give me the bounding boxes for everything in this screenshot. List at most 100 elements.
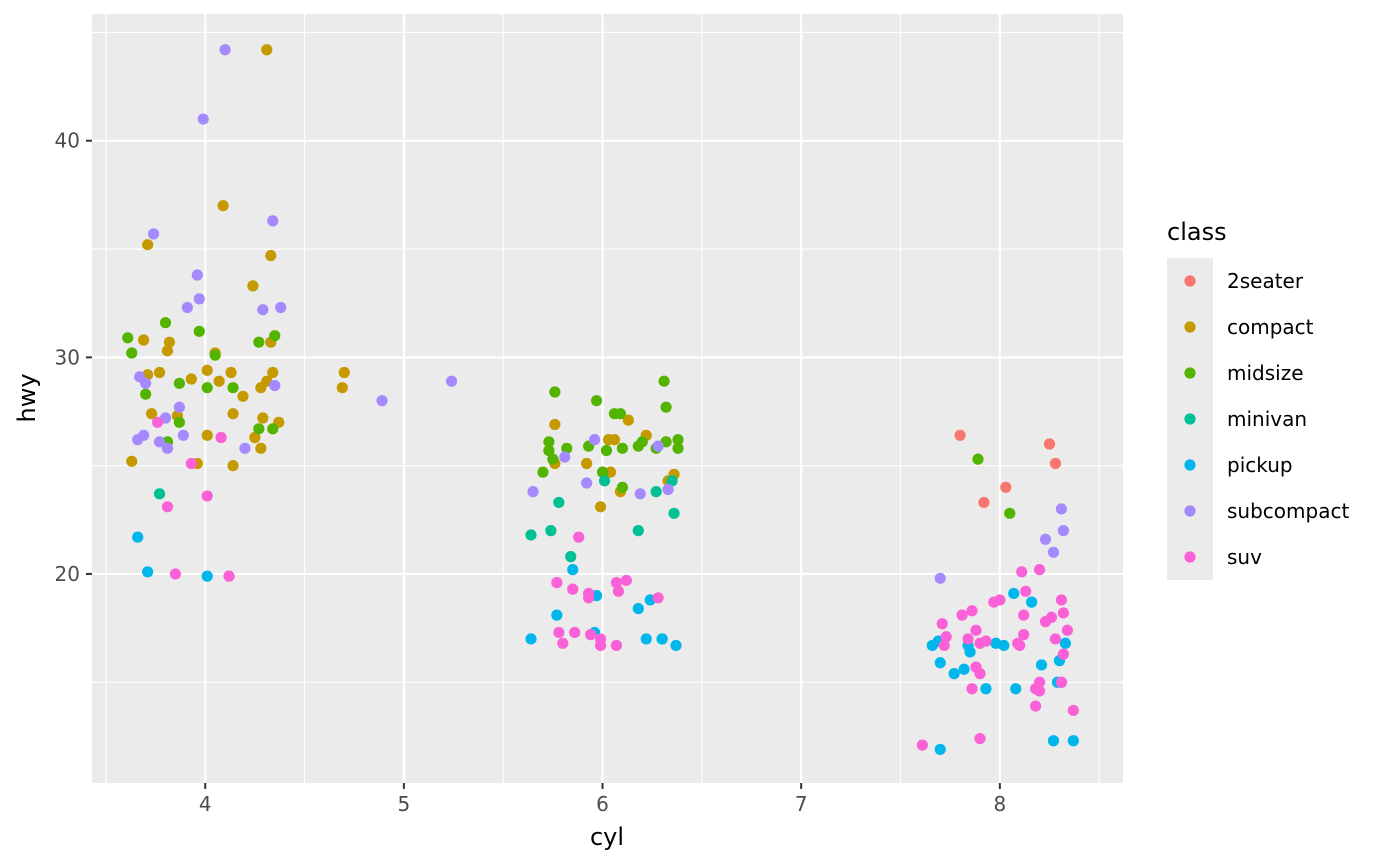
data-point — [219, 44, 231, 56]
data-point — [537, 466, 549, 478]
legend-item-minivan: minivan — [1184, 407, 1307, 431]
data-point — [551, 609, 563, 621]
data-point — [257, 304, 269, 316]
x-tick-label: 7 — [795, 792, 808, 816]
major-gridlines — [92, 14, 1123, 783]
data-point — [652, 592, 664, 604]
plot-panel — [92, 14, 1123, 783]
data-point — [1004, 507, 1016, 519]
data-point — [956, 609, 968, 621]
data-point — [616, 442, 628, 454]
data-point — [549, 418, 561, 431]
data-point — [994, 594, 1006, 606]
data-point — [145, 408, 158, 420]
legend-title: class — [1167, 218, 1227, 246]
data-point — [938, 639, 950, 652]
data-point — [122, 332, 134, 344]
data-point — [140, 377, 152, 389]
data-point — [1047, 546, 1060, 558]
data-point — [197, 113, 209, 125]
data-point — [239, 442, 251, 454]
legend-label: compact — [1227, 315, 1314, 339]
series-subcompact — [132, 44, 1070, 584]
data-point — [237, 390, 249, 402]
data-point — [970, 624, 982, 636]
data-point — [153, 436, 166, 448]
data-point — [660, 401, 672, 413]
data-point — [249, 431, 261, 444]
legend-key — [1184, 551, 1196, 563]
data-point — [594, 501, 607, 513]
data-point — [525, 529, 537, 541]
data-point — [934, 657, 946, 669]
data-point — [1045, 611, 1058, 623]
legend-item-midsize: midsize — [1184, 361, 1304, 385]
x-tick-label: 6 — [596, 792, 609, 816]
data-point — [181, 301, 193, 314]
legend-key — [1184, 275, 1196, 287]
data-point — [553, 626, 565, 639]
data-point — [670, 639, 682, 652]
series-suv — [151, 416, 1079, 751]
data-point — [1057, 525, 1070, 537]
data-point — [978, 496, 990, 509]
data-point — [173, 401, 186, 413]
data-point — [1026, 596, 1038, 608]
data-point — [565, 551, 577, 563]
data-point — [966, 683, 978, 695]
legend-label: 2seater — [1227, 269, 1304, 293]
legend-label: suv — [1227, 545, 1262, 569]
data-point — [261, 44, 273, 56]
series-midsize — [122, 317, 1016, 519]
data-point — [940, 631, 952, 643]
data-point — [173, 416, 186, 428]
legend-key — [1184, 367, 1196, 379]
legend-item-subcompact: subcompact — [1184, 499, 1349, 523]
data-point — [1033, 685, 1046, 697]
data-point — [1043, 438, 1056, 450]
data-point — [1055, 503, 1068, 515]
data-point — [948, 668, 960, 680]
data-point — [267, 423, 279, 435]
data-point — [1029, 700, 1042, 712]
data-point — [193, 325, 205, 337]
series-2seater — [954, 429, 1062, 509]
data-point — [132, 531, 144, 543]
data-point — [275, 301, 287, 314]
data-point — [612, 585, 625, 597]
data-point — [608, 434, 621, 446]
data-point — [1067, 704, 1079, 717]
data-point — [557, 637, 569, 649]
data-point — [652, 440, 664, 452]
data-point — [126, 347, 138, 359]
data-point — [227, 460, 239, 472]
data-point — [269, 330, 281, 342]
data-point — [1049, 633, 1062, 645]
data-point — [161, 345, 174, 357]
data-point — [223, 570, 235, 582]
data-point — [213, 375, 225, 387]
legend-label: midsize — [1227, 361, 1304, 385]
data-point — [549, 386, 561, 398]
data-point — [916, 739, 928, 751]
legend-item-pickup: pickup — [1184, 453, 1293, 477]
data-point — [1018, 609, 1030, 621]
data-point — [604, 466, 617, 478]
data-point — [974, 732, 986, 745]
data-point — [561, 442, 573, 454]
data-point — [620, 574, 632, 587]
data-point — [632, 603, 644, 615]
data-point — [138, 334, 150, 346]
data-point — [1000, 481, 1012, 493]
data-point — [201, 364, 213, 376]
data-point — [1059, 637, 1071, 649]
data-point — [1018, 629, 1030, 641]
data-point — [255, 382, 267, 394]
y-tick-label: 40 — [55, 129, 80, 153]
x-tick-label: 4 — [199, 792, 212, 816]
data-point — [1039, 533, 1052, 545]
data-point — [525, 633, 537, 645]
data-point — [974, 668, 986, 680]
data-point — [668, 507, 680, 519]
